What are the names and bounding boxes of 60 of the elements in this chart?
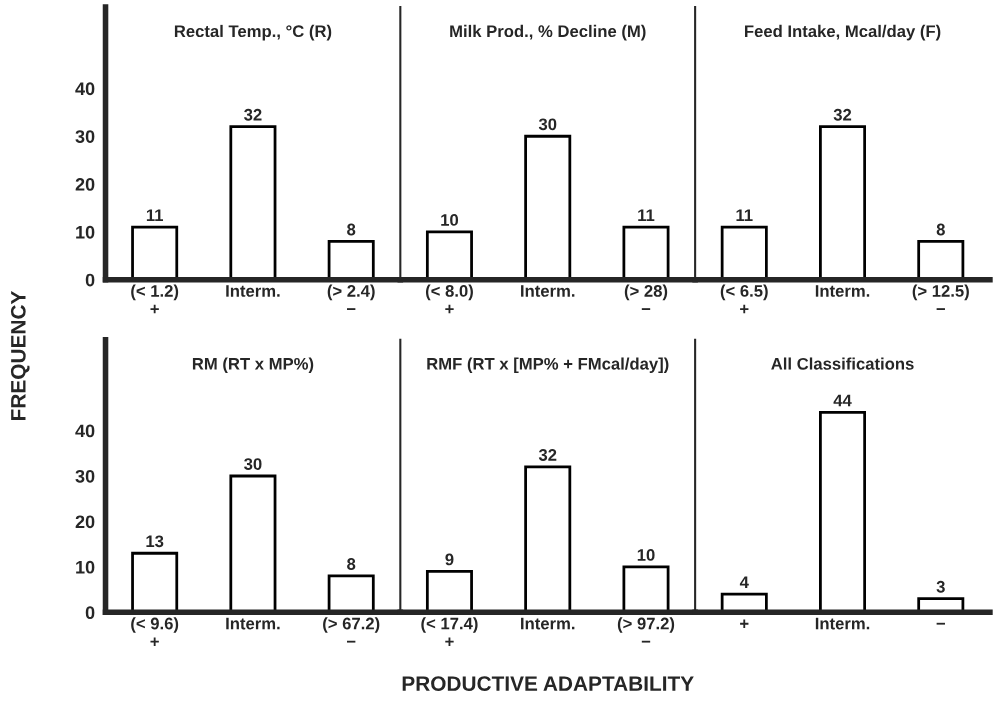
data-label: 13 <box>146 535 164 548</box>
text: RMF (RT x [MP% + FMcal/day]) <box>427 357 669 373</box>
y-tick-label: 0 <box>85 606 95 620</box>
x-tick-label: + <box>740 619 749 628</box>
x-tick-label: (> 97.2) − <box>617 617 675 643</box>
x-axis-title: PRODUCTIVE ADAPTABILITY <box>402 676 694 691</box>
data-label: 3 <box>936 580 945 593</box>
x-tick-label: (< 8.0) + <box>425 284 473 314</box>
y-tick-label: 20 <box>75 515 95 529</box>
y-axis-title: FREQUENCY <box>10 290 30 421</box>
x-tick-label: Interm. <box>521 285 575 297</box>
bar <box>327 240 375 280</box>
x-tick-label: (< 6.5) + <box>720 284 768 314</box>
y-tick-label: 40 <box>75 82 95 96</box>
data-label: 32 <box>833 108 852 121</box>
data-label: 32 <box>538 449 557 461</box>
text: All Classifications <box>771 357 914 370</box>
data-label: 32 <box>244 108 262 121</box>
bar <box>131 551 179 613</box>
data-label: 4 <box>739 576 749 588</box>
data-label: 8 <box>347 223 356 236</box>
x-tick-label: Interm. <box>226 285 280 297</box>
y-tick-label: 0 <box>85 273 95 287</box>
text: RM (RT x MP%) <box>192 357 314 373</box>
data-label: 30 <box>538 118 557 131</box>
y-tick-label: 30 <box>75 130 95 143</box>
data-label: 10 <box>637 549 655 561</box>
x-tick-label: Interm. <box>815 285 870 297</box>
x-tick-label: (> 2.4) − <box>327 284 375 310</box>
x-tick-label: (> 67.2) − <box>323 617 380 643</box>
data-label: 30 <box>244 458 262 470</box>
text: Feed Intake, Mcal/day (F) <box>745 24 941 41</box>
x-tick-label: (> 28) − <box>624 284 668 310</box>
x-tick-label: (< 9.6) + <box>131 617 179 646</box>
data-label: 11 <box>638 209 655 221</box>
x-tick-label: Interm. <box>226 617 280 630</box>
y-tick-label: 40 <box>75 424 95 438</box>
data-label: 8 <box>936 223 945 236</box>
bar <box>229 474 277 613</box>
y-tick-label: 20 <box>75 178 95 191</box>
data-label: 10 <box>441 214 459 226</box>
x-tick-label: Interm. <box>521 617 575 630</box>
bar <box>327 574 375 613</box>
data-label: 9 <box>445 553 454 566</box>
x-tick-label: (< 1.2) + <box>131 284 179 314</box>
data-label: 8 <box>347 558 356 570</box>
data-label: 44 <box>833 394 852 407</box>
text: Rectal Temp., °C (R) <box>174 24 332 41</box>
x-tick-label: (< 17.4) + <box>421 617 478 646</box>
text: Milk Prod., % Decline (M) <box>450 24 646 41</box>
y-tick-label: 30 <box>75 469 95 483</box>
x-tick-label: Interm. <box>815 617 870 630</box>
data-label: 11 <box>736 209 753 221</box>
x-tick-label: − <box>936 622 945 625</box>
bar <box>229 125 277 280</box>
bar <box>131 225 179 280</box>
x-tick-label: (> 12.5) − <box>912 284 969 310</box>
data-label: 11 <box>146 209 164 221</box>
y-tick-label: 10 <box>76 225 95 239</box>
y-tick-label: 10 <box>76 560 95 574</box>
